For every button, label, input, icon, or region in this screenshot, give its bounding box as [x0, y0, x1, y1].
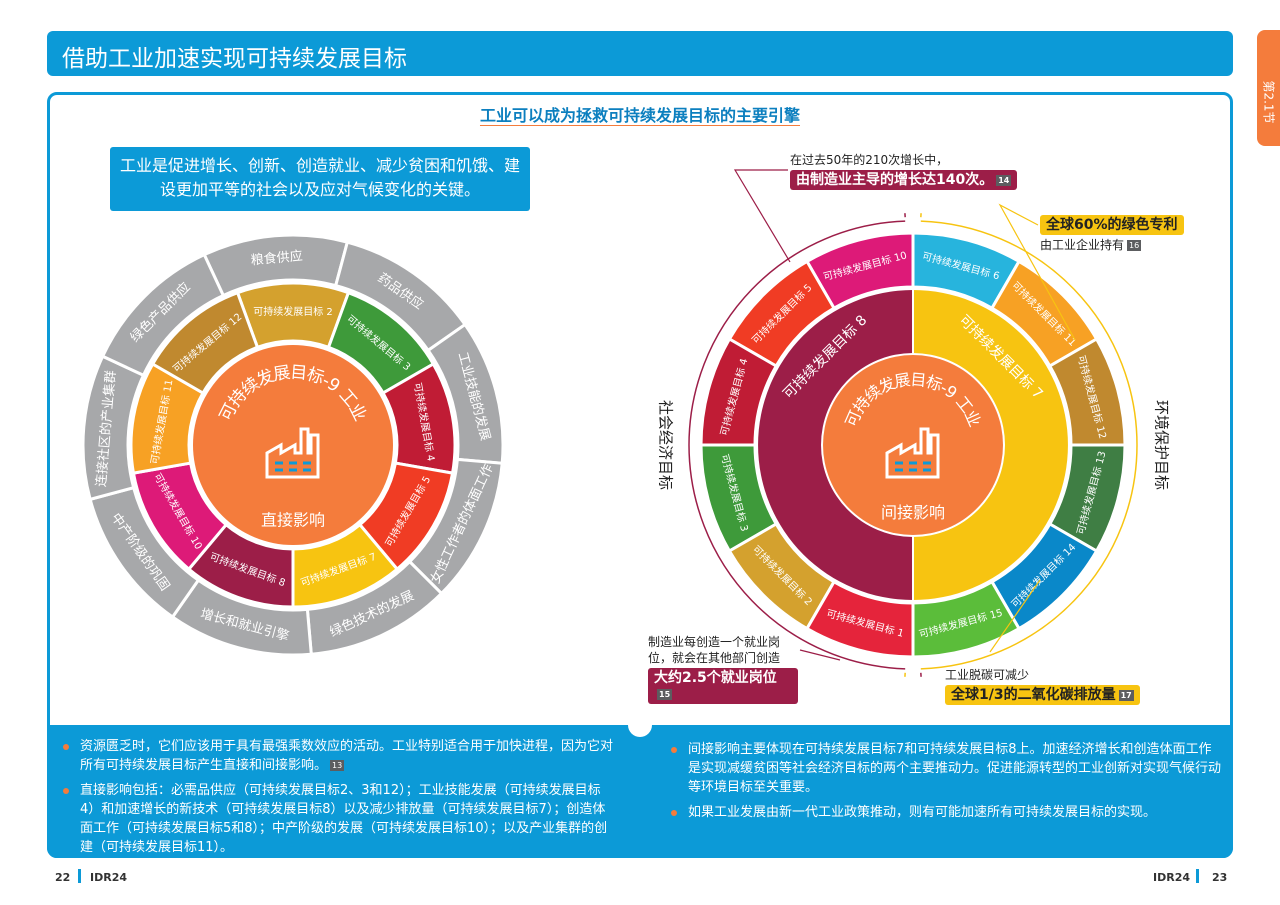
highlight-text: 由制造业主导的增长达140次。 14	[790, 170, 1018, 190]
highlight-row: 由制造业主导的增长达140次。 14	[790, 170, 1018, 190]
footer-label: IDR24	[1153, 871, 1191, 884]
bullet: 资源匮乏时，它们应该用于具有最强乘数效应的活动。工业特别适合用于加快进程，因为它…	[60, 737, 615, 775]
footnote-ref: 15	[657, 689, 673, 700]
goal-segment	[699, 443, 779, 554]
note-text: 制造业每创造一个就业岗位，就会在其他部门创造	[648, 635, 781, 665]
bullet-text: 直接影响包括：必需品供应（可持续发展目标2、3和12）；工业技能发展（可持续发展…	[80, 783, 608, 855]
bullet-text: 如果工业发展由新一代工业政策推动，则有可能加速所有可持续发展目标的实现。	[688, 805, 1157, 820]
goal-segment	[727, 259, 837, 369]
half-ring	[913, 290, 1068, 600]
bullet: 直接影响包括：必需品供应（可持续发展目标2、3和12）；工业技能发展（可持续发展…	[60, 781, 615, 857]
group-bracket	[688, 220, 906, 670]
highlight-text: 大约2.5个就业岗位15	[648, 668, 798, 704]
group-bracket	[920, 220, 1138, 670]
subtitle-text: 工业可以成为拯救可持续发展目标的主要引擎	[479, 106, 800, 125]
bullet-text: 间接影响主要体现在可持续发展目标7和可持续发展目标8上。加速经济增长和创造体面工…	[688, 742, 1222, 795]
section-tab: 第2.1节	[1257, 30, 1280, 146]
bullets-right: 间接影响主要体现在可持续发展目标7和可持续发展目标8上。加速经济增长和创造体面工…	[668, 740, 1223, 828]
highlight-row: 全球60%的绿色专利	[1040, 215, 1184, 235]
header-bar: 借助工业加速实现可持续发展目标	[47, 31, 1233, 76]
group-label: 社会经济目标	[657, 400, 675, 490]
page-number: 22	[55, 871, 71, 884]
footnote-ref: 13	[330, 760, 345, 771]
footnote-ref: 16	[1127, 240, 1142, 251]
bullet-text: 资源匮乏时，它们应该用于具有最强乘数效应的活动。工业特别适合用于加快进程，因为它…	[80, 739, 614, 773]
note-text: 工业脱碳可减少	[945, 668, 1030, 682]
goal-segment	[727, 521, 837, 631]
annotation: 制造业每创造一个就业岗位，就会在其他部门创造 大约2.5个就业岗位15	[648, 632, 798, 706]
footer-bar	[78, 869, 81, 883]
group-label: 环境保护目标	[1153, 400, 1171, 490]
note-text: 由工业企业持有 16	[1040, 238, 1142, 252]
goal-segment	[911, 579, 1022, 659]
note-row: 在过去50年的210次增长中，	[790, 152, 1017, 168]
highlight-text: 全球1/3的二氧化碳排放量 17	[945, 685, 1140, 705]
page-title: 借助工业加速实现可持续发展目标	[62, 46, 407, 72]
goal-segment	[699, 336, 779, 447]
callout: 工业是促进增长、创新、创造就业、减少贫困和饥饿、建设更加平等的社会以及应对气候变…	[110, 147, 530, 211]
note-text: 在过去50年的210次增长中，	[790, 153, 949, 167]
factory-icon	[885, 427, 940, 479]
note-row: 由工业企业持有 16	[1040, 237, 1184, 253]
factory-icon	[265, 427, 320, 479]
annotation: 在过去50年的210次增长中， 由制造业主导的增长达140次。 14	[790, 150, 1018, 192]
subtitle: 工业可以成为拯救可持续发展目标的主要引擎	[0, 102, 1280, 126]
footnote-ref: 17	[1118, 690, 1134, 701]
note-row: 制造业每创造一个就业岗位，就会在其他部门创造	[648, 634, 798, 666]
benefit-label: 粮食供应	[250, 248, 303, 268]
annotation: 工业脱碳可减少全球1/3的二氧化碳排放量 17	[945, 665, 1140, 707]
bullet-panel	[47, 725, 1233, 858]
half-ring	[758, 290, 913, 600]
bullet: 如果工业发展由新一代工业政策推动，则有可能加速所有可持续发展目标的实现。	[668, 803, 1223, 822]
footer-label: IDR24	[90, 871, 128, 884]
benefit-segment	[100, 252, 226, 378]
annotation: 全球60%的绿色专利由工业企业持有 16	[1040, 213, 1184, 255]
center-label: 直接影响	[261, 511, 325, 530]
highlight-row: 大约2.5个就业岗位15	[648, 668, 798, 704]
connector-lines	[733, 169, 1076, 661]
footnote-ref: 14	[996, 175, 1012, 186]
bullet: 间接影响主要体现在可持续发展目标7和可持续发展目标8上。加速经济增长和创造体面工…	[668, 740, 1223, 797]
panel-notch	[628, 713, 652, 737]
goal-segment	[804, 579, 915, 659]
center-label: 间接影响	[881, 503, 945, 522]
footer-bar	[1196, 869, 1199, 883]
highlight-text: 全球60%的绿色专利	[1040, 215, 1184, 235]
bullets-left: 资源匮乏时，它们应该用于具有最强乘数效应的活动。工业特别适合用于加快进程，因为它…	[60, 737, 615, 863]
page-number: 23	[1212, 871, 1228, 884]
note-row: 工业脱碳可减少	[945, 667, 1140, 683]
goal-segment	[150, 290, 260, 396]
highlight-row: 全球1/3的二氧化碳排放量 17	[945, 685, 1140, 705]
goal-label: 可持续发展目标 2	[253, 305, 333, 318]
